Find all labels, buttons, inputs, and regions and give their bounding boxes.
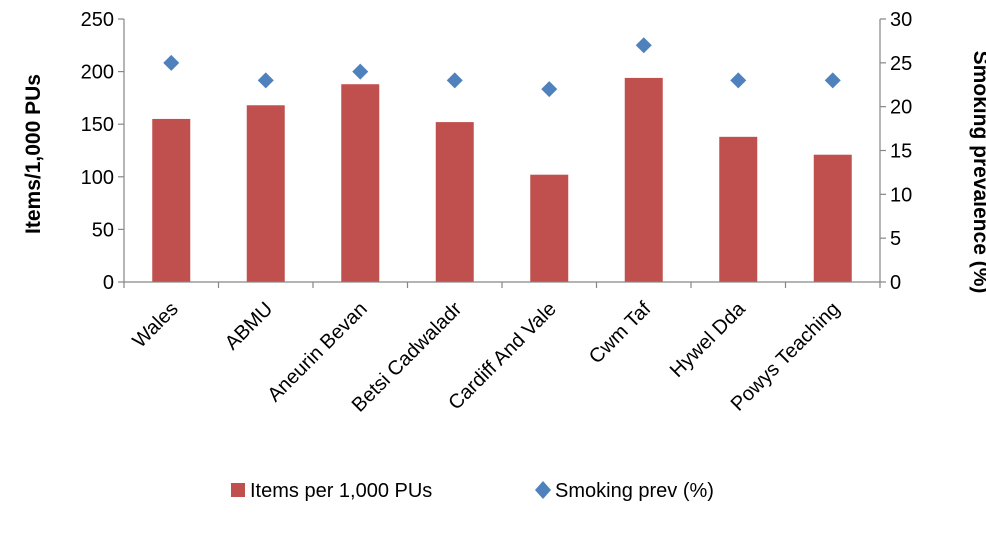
axes: 0 50 100 150 200 250 0 5 10 15 20 25 30 Wales ABMUAneu…: [81, 9, 913, 417]
bar-4: [530, 174, 569, 282]
bar-6: [719, 136, 758, 282]
x-tick-label-1: ABMU: [221, 298, 277, 354]
legend-marker-smoking: [535, 481, 551, 499]
legend-label-items: Items per 1,000 PUs: [250, 480, 432, 502]
left-tick-label-3: 150: [81, 114, 114, 136]
point-0: [163, 54, 180, 71]
left-tick-label-0: 0: [103, 272, 114, 294]
legend-label-smoking: Smoking prev (%): [555, 480, 714, 502]
right-tick-label-0: 0: [890, 272, 901, 294]
point-4: [541, 81, 558, 98]
left-tick-label-5: 250: [81, 9, 114, 31]
left-tick-label-1: 50: [92, 219, 114, 241]
point-6: [730, 72, 747, 89]
bar-2: [341, 84, 380, 282]
point-2: [352, 63, 369, 80]
bar-5: [624, 77, 663, 282]
right-tick-label-1: 5: [890, 228, 901, 250]
left-tick-label-4: 200: [81, 62, 114, 84]
bar-0: [152, 118, 191, 282]
right-tick-label-4: 20: [890, 97, 912, 119]
x-tick-label-2: Aneurin Bevan: [263, 298, 371, 406]
point-5: [635, 37, 652, 54]
legend: Items per 1,000 PUs Smoking prev (%): [231, 480, 714, 502]
x-tick-label-5: Cwm Taf: [585, 298, 656, 369]
right-tick-label-6: 30: [890, 9, 912, 31]
right-tick-label-5: 25: [890, 53, 912, 75]
x-tick-label-6: Hywel Dda: [666, 297, 751, 382]
left-axis-title: Items/1,000 PUs: [22, 74, 45, 234]
left-tick-label-2: 100: [81, 167, 114, 189]
plot-area: [152, 37, 852, 282]
bar-1: [246, 105, 285, 282]
point-1: [257, 72, 274, 89]
bar-7: [813, 154, 852, 282]
right-tick-label-2: 10: [890, 184, 912, 206]
point-7: [824, 72, 841, 89]
x-tick-label-0: Wales: [128, 298, 182, 352]
legend-swatch-items: [231, 483, 245, 497]
point-3: [446, 72, 463, 89]
right-tick-label-3: 15: [890, 141, 912, 163]
right-axis-title: Smoking prevalence (%): [969, 51, 986, 294]
bar-3: [435, 122, 474, 282]
